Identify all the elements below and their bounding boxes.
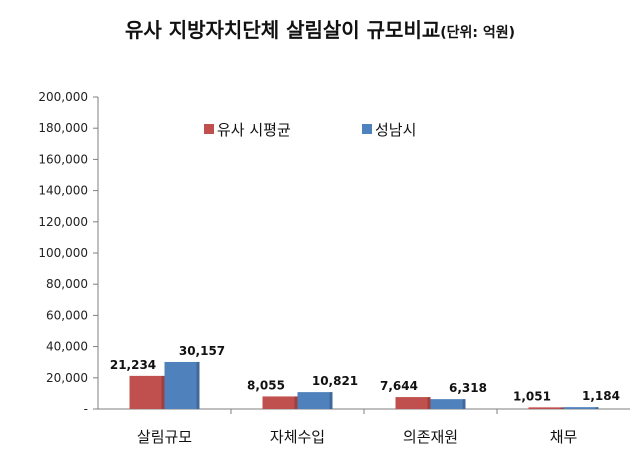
bar-shade [560, 407, 564, 409]
data-label: 8,055 [247, 378, 285, 392]
y-tick-label: 160,000 [38, 152, 88, 166]
bar-shade [595, 407, 599, 409]
legend-swatch [204, 124, 214, 134]
bar [528, 407, 564, 409]
bar [563, 407, 599, 409]
y-tick-label: 80,000 [46, 277, 88, 291]
bar [297, 392, 333, 409]
chart-title: 유사 지방자치단체 살림살이 규모비교(단위: 억원) [0, 14, 640, 43]
data-label: 21,234 [110, 358, 156, 372]
legend-label: 성남시 [375, 121, 416, 139]
x-category-label: 살림규모 [137, 428, 192, 446]
data-label: 30,157 [179, 344, 225, 358]
x-category-label: 의존재원 [403, 428, 458, 446]
bars-layer [129, 361, 599, 409]
bar-shade [462, 399, 466, 409]
y-tick-label: 200,000 [38, 90, 88, 104]
bar-shade [294, 396, 298, 409]
bar [395, 397, 431, 409]
y-tick-label: 120,000 [38, 215, 88, 229]
bar-shade [161, 375, 165, 409]
y-tick-label: 180,000 [38, 121, 88, 135]
data-label: 7,644 [380, 379, 418, 393]
bar-shade [329, 392, 333, 409]
data-label: 1,051 [513, 389, 551, 403]
data-label: 1,184 [582, 389, 620, 403]
y-tick-label: 60,000 [46, 308, 88, 322]
y-tick-label: 140,000 [38, 184, 88, 198]
bar-shade [196, 361, 200, 409]
bar [430, 399, 466, 409]
x-category-label: 채무 [550, 428, 578, 446]
labels-layer: 21,234 30,157 8,055 10,821 7,644 6,318 1,051 1,… [110, 344, 620, 403]
data-label: 6,318 [449, 381, 487, 395]
data-label: 10,821 [312, 374, 358, 388]
y-tick-label: 20,000 [46, 371, 88, 385]
bar [262, 396, 298, 409]
bar [129, 375, 165, 409]
y-tick-label: 100,000 [38, 246, 88, 260]
x-category-label: 자체수입 [270, 428, 325, 446]
chart-title-unit: (단위: 억원) [440, 25, 516, 41]
y-tick-label: - [84, 402, 88, 416]
bar-shade [427, 397, 431, 409]
legend: 유사 시평균 성남시 [204, 121, 416, 139]
bar [164, 361, 200, 409]
legend-swatch [362, 124, 372, 134]
y-tick-label: 40,000 [46, 340, 88, 354]
chart-title-main: 유사 지방자치단체 살림살이 규모비교 [124, 18, 441, 42]
axis-layer: - 20,000 40,000 60,000 80,000 100,000 120,000 1… [38, 90, 630, 446]
legend-label: 유사 시평균 [217, 121, 291, 139]
